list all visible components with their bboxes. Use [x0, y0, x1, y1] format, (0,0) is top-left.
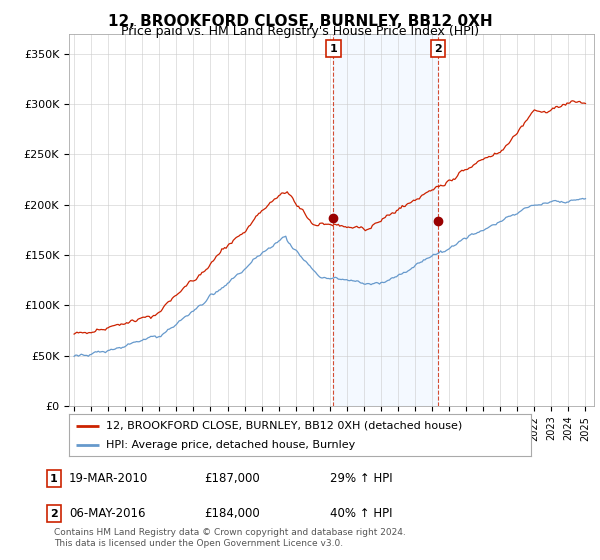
Text: 12, BROOKFORD CLOSE, BURNLEY, BB12 0XH: 12, BROOKFORD CLOSE, BURNLEY, BB12 0XH [107, 14, 493, 29]
Text: 06-MAY-2016: 06-MAY-2016 [69, 507, 146, 520]
Text: 19-MAR-2010: 19-MAR-2010 [69, 472, 148, 486]
Text: 1: 1 [329, 44, 337, 54]
Text: £187,000: £187,000 [204, 472, 260, 486]
Text: 2: 2 [50, 508, 58, 519]
Text: Contains HM Land Registry data © Crown copyright and database right 2024.
This d: Contains HM Land Registry data © Crown c… [54, 528, 406, 548]
Text: 1: 1 [50, 474, 58, 484]
Text: 12, BROOKFORD CLOSE, BURNLEY, BB12 0XH (detached house): 12, BROOKFORD CLOSE, BURNLEY, BB12 0XH (… [106, 421, 462, 431]
Text: £184,000: £184,000 [204, 507, 260, 520]
Bar [334, 34, 438, 406]
Text: 29% ↑ HPI: 29% ↑ HPI [330, 472, 392, 486]
Text: HPI: Average price, detached house, Burnley: HPI: Average price, detached house, Burn… [106, 440, 355, 450]
Text: 2: 2 [434, 44, 442, 54]
Text: 40% ↑ HPI: 40% ↑ HPI [330, 507, 392, 520]
Text: Price paid vs. HM Land Registry's House Price Index (HPI): Price paid vs. HM Land Registry's House … [121, 25, 479, 38]
